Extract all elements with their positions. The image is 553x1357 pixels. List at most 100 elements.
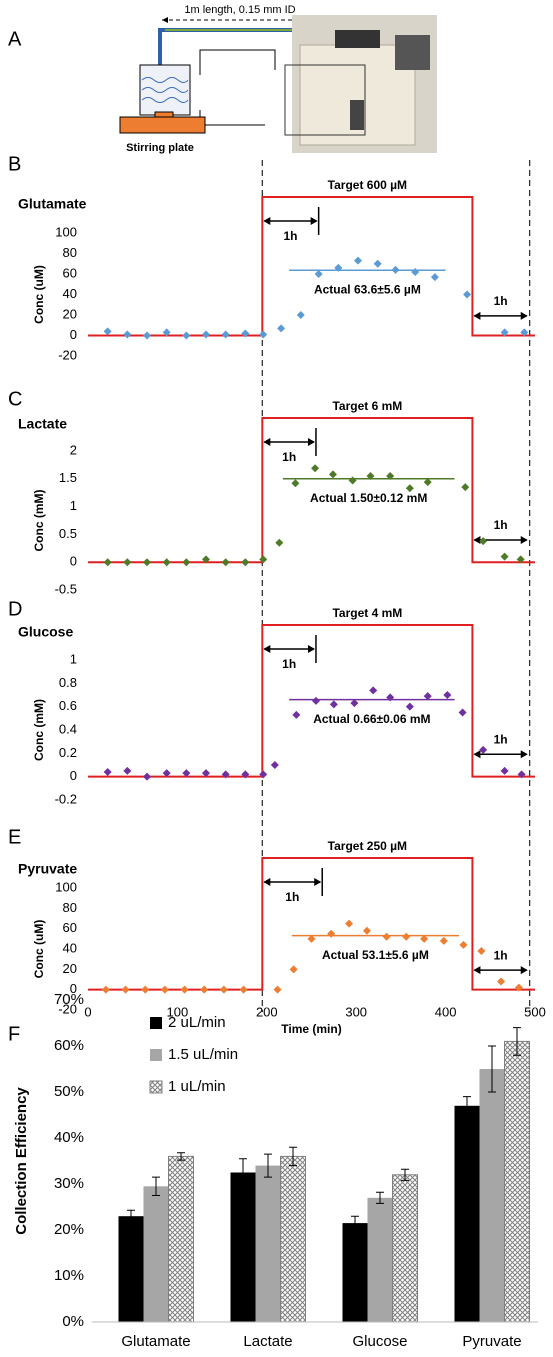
y-tick-label: 40 — [63, 940, 77, 955]
arrow-label: 1h — [494, 294, 508, 308]
x-tick-label: Glucose — [352, 1333, 407, 1350]
data-point — [220, 986, 228, 994]
data-point — [104, 558, 112, 566]
data-point — [292, 711, 300, 719]
data-point — [274, 986, 282, 994]
data-point — [383, 933, 391, 941]
y-tick-label: 1 — [70, 651, 77, 666]
data-point — [315, 270, 323, 278]
legend-swatch — [150, 1017, 162, 1029]
target-label: Target 250 µM — [328, 839, 407, 853]
data-point — [290, 965, 298, 973]
bar — [281, 1156, 306, 1322]
y-tick-label: 0% — [62, 1313, 84, 1330]
bar — [505, 1041, 530, 1322]
data-point — [143, 773, 151, 781]
data-point — [104, 768, 112, 776]
data-point — [181, 986, 189, 994]
panel-label: C — [8, 388, 22, 410]
x-tick-label: Lactate — [243, 1333, 292, 1350]
y-tick-label: -20 — [58, 347, 77, 362]
target-label: Target 600 µM — [328, 178, 407, 192]
y-axis-label: Conc (mM) — [32, 699, 46, 761]
arrow-label: 1h — [494, 518, 508, 532]
y-axis-label: Conc (uM) — [32, 920, 46, 979]
y-tick-label: 0 — [70, 554, 77, 569]
data-point — [311, 464, 319, 472]
data-point — [222, 330, 230, 338]
y-tick-label: 0.8 — [59, 675, 77, 690]
data-point — [345, 920, 353, 928]
bar — [119, 1216, 144, 1322]
y-tick-label: 0 — [70, 327, 77, 342]
y-tick-label: 20% — [54, 1221, 84, 1238]
data-point — [123, 330, 131, 338]
data-point — [363, 927, 371, 935]
data-point — [275, 539, 283, 547]
y-tick-label: 2 — [70, 442, 77, 457]
y-tick-label: 60 — [63, 920, 77, 935]
chart-title: Pyruvate — [18, 861, 77, 877]
y-tick-label: 40% — [54, 1129, 84, 1146]
figure: A 1m length, 0.15 mm ID Stirring plate B… — [0, 0, 553, 1357]
y-tick-label: -0.2 — [55, 791, 77, 806]
bar — [368, 1198, 393, 1322]
arrow-label: 1h — [285, 890, 299, 904]
y-axis-label: Collection Efficiency — [13, 1087, 30, 1235]
y-tick-label: 1 — [70, 498, 77, 513]
actual-label: Actual 1.50±0.12 mM — [310, 491, 427, 505]
bar — [455, 1106, 480, 1322]
arrow-label: 1h — [282, 450, 296, 464]
x-axis-label: Time (min) — [281, 1022, 341, 1036]
y-tick-label: 30% — [54, 1175, 84, 1192]
data-point — [182, 332, 190, 340]
data-point — [271, 761, 279, 769]
data-point — [241, 558, 249, 566]
data-point — [327, 930, 335, 938]
data-point — [443, 691, 451, 699]
y-tick-label: 1.5 — [59, 470, 77, 485]
data-point — [102, 986, 110, 994]
data-point — [461, 483, 469, 491]
bar — [169, 1156, 194, 1322]
panel-label: F — [8, 1023, 20, 1045]
y-axis-label: Conc (uM) — [32, 265, 46, 324]
data-point — [104, 327, 112, 335]
plate-label: Stirring plate — [126, 142, 194, 154]
x-tick-label: 200 — [256, 1004, 278, 1019]
y-tick-label: 0.4 — [59, 721, 77, 736]
y-tick-label: 0.2 — [59, 745, 77, 760]
data-point — [123, 767, 131, 775]
y-tick-label: -0.5 — [55, 581, 77, 596]
data-point — [402, 933, 410, 941]
data-point — [240, 986, 248, 994]
bar — [393, 1175, 418, 1322]
arrow-label: 1h — [494, 732, 508, 746]
x-tick-label: Glutamate — [121, 1333, 190, 1350]
tube-label: 1m length, 0.15 mm ID — [184, 4, 295, 16]
panel-label: A — [8, 28, 22, 50]
data-point — [143, 332, 151, 340]
y-tick-label: 50% — [54, 1083, 84, 1100]
y-tick-label: 20 — [63, 961, 77, 976]
arrow-label: 1h — [494, 948, 508, 962]
actual-label: Actual 0.66±0.06 mM — [313, 712, 430, 726]
panel-label: E — [8, 826, 21, 848]
arrow-heads — [162, 17, 300, 23]
data-point — [329, 470, 337, 478]
data-point — [349, 476, 357, 484]
data-point — [297, 311, 305, 319]
data-point — [477, 947, 485, 955]
panel-label: D — [8, 598, 22, 620]
data-point — [163, 558, 171, 566]
bar — [231, 1173, 256, 1323]
y-axis-label: Conc (mM) — [32, 490, 46, 552]
y-tick-label: 100 — [55, 879, 77, 894]
data-point — [182, 558, 190, 566]
y-tick-label: 0 — [70, 768, 77, 783]
y-tick-label: 80 — [63, 245, 77, 260]
panel-label: B — [8, 153, 21, 175]
y-tick-label: 20 — [63, 306, 77, 321]
data-point — [354, 257, 362, 265]
connector — [200, 50, 275, 75]
